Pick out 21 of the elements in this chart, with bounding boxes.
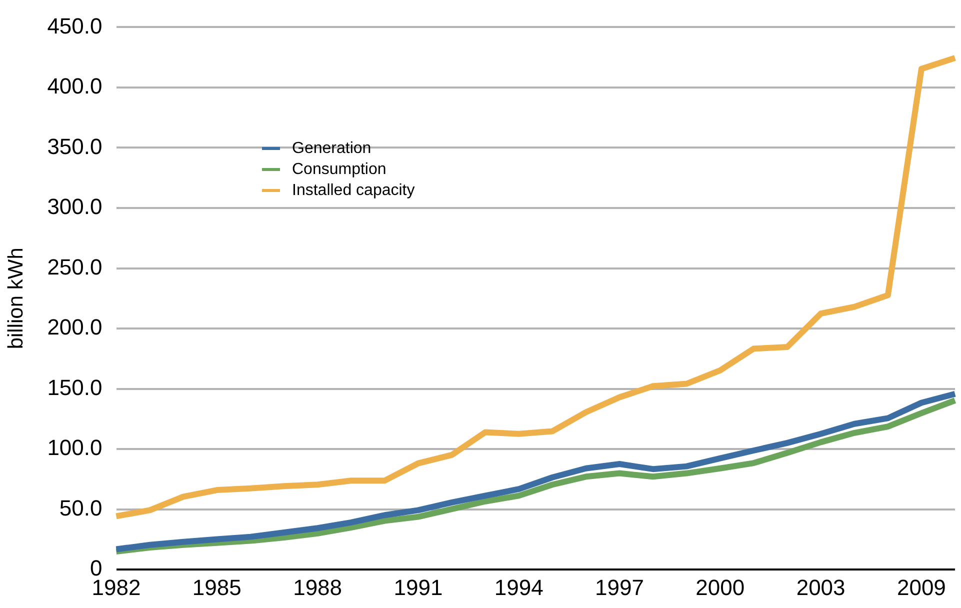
x-tick-label: 1997 bbox=[595, 574, 644, 600]
legend-label: Consumption bbox=[292, 160, 386, 180]
legend-label: Installed capacity bbox=[292, 181, 415, 201]
y-tick-label: 50.0 bbox=[59, 495, 102, 520]
y-tick-label: 200.0 bbox=[47, 314, 102, 340]
x-tick-label: 1985 bbox=[192, 574, 242, 600]
y-tick-label: 100.0 bbox=[47, 435, 102, 460]
y-tick-label: 250.0 bbox=[47, 254, 102, 280]
x-tick-label: 2009 bbox=[896, 574, 946, 600]
y-axis-title: billion kWh bbox=[4, 248, 28, 350]
y-tick-label: 150.0 bbox=[47, 374, 102, 400]
x-tick-label: 1991 bbox=[394, 574, 443, 600]
legend-label: Generation bbox=[292, 139, 372, 159]
y-tick-label: 450.0 bbox=[47, 13, 102, 38]
x-tick-label: 1988 bbox=[293, 574, 342, 600]
x-tick-label: 2000 bbox=[696, 574, 745, 600]
x-tick-label: 1994 bbox=[494, 574, 544, 600]
y-tick-label: 400.0 bbox=[47, 74, 102, 99]
x-tick-label: 2003 bbox=[796, 574, 846, 600]
y-tick-label: 300.0 bbox=[47, 194, 102, 220]
y-tick-label: 350.0 bbox=[47, 134, 102, 159]
